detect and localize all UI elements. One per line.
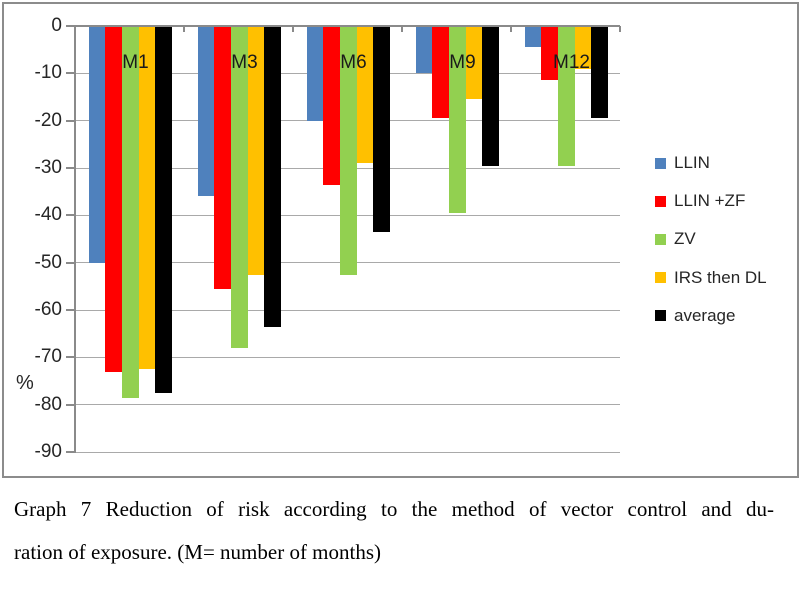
y-tick-label: -50 [34, 251, 62, 273]
chart-caption: Graph 7 Reduction of risk according to t… [14, 496, 774, 565]
category-label-m6: M6 [340, 52, 367, 73]
category-label-m3: M3 [231, 52, 258, 73]
bar-llin-m3 [197, 26, 215, 197]
legend-item-llin-zf: LLIN +ZF [655, 189, 745, 213]
bar-average-m3 [264, 26, 281, 327]
category-label-m1: M1 [122, 52, 149, 73]
category-boundary-tick [510, 26, 512, 32]
legend-swatch [655, 195, 666, 207]
y-axis-tick [66, 119, 75, 122]
y-axis-tick [66, 356, 75, 359]
bar-zv-m3 [230, 26, 248, 348]
bar-llin-zf-m12 [541, 26, 558, 81]
legend-item-irs-then-dl: IRS then DL [655, 266, 767, 290]
y-axis-tick [66, 72, 75, 75]
bar-llin-m6 [306, 26, 324, 121]
caption-line-1: Graph 7 Reduction of risk according to t… [14, 497, 774, 521]
category-boundary-tick [183, 26, 185, 32]
bar-irs-then-dl-m9 [465, 26, 483, 100]
y-tick-label: -60 [34, 299, 62, 320]
bar-llin-m1 [88, 26, 106, 263]
category-boundary-tick [619, 26, 621, 32]
legend-swatch [655, 233, 666, 245]
legend-item-llin: LLIN [655, 151, 710, 175]
x-axis-line [75, 25, 620, 27]
y-tick-label: -10 [34, 62, 62, 84]
legend-label: LLIN [674, 153, 710, 172]
legend-label: IRS then DL [674, 267, 767, 287]
y-axis-tick [66, 309, 75, 311]
bar-llin-zf-m1 [105, 26, 122, 372]
category-label-m12: M12 [553, 52, 590, 73]
category-boundary-tick [401, 26, 403, 32]
bar-average-m1 [155, 26, 172, 393]
category-label-m9: M9 [449, 52, 476, 73]
y-tick-label: -40 [34, 204, 62, 226]
bar-irs-then-dl-m6 [356, 26, 374, 164]
bar-average-m12 [591, 26, 608, 119]
bar-llin-m12 [524, 26, 542, 48]
y-axis-tick [66, 25, 75, 27]
legend-label: ZV [674, 229, 696, 249]
chart-frame: 0 -10 -20 -30 -40 -50 -60 -70 -80 -90 M1 M3 M6 M9 M12 [2, 2, 799, 478]
bar-average-m6 [373, 26, 390, 232]
bar-llin-m9 [415, 26, 433, 74]
bar-irs-then-dl-m12 [574, 26, 592, 69]
bar-irs-then-dl-m1 [138, 26, 156, 370]
gridline [75, 356, 620, 358]
bar-llin-zf-m9 [432, 26, 449, 119]
y-axis-tick [66, 451, 75, 453]
y-axis-title: % [16, 372, 34, 394]
bar-zv-m12 [557, 26, 575, 166]
bar-zv-m1 [121, 26, 139, 398]
legend-swatch [655, 272, 666, 284]
bar-zv-m6 [339, 26, 357, 275]
y-tick-label: -70 [34, 346, 62, 368]
y-axis-tick [66, 167, 75, 169]
y-tick-label: 0 [51, 15, 62, 36]
y-tick-label: -30 [34, 157, 62, 178]
y-axis-tick [66, 403, 75, 406]
gridline [75, 404, 620, 406]
legend-item-zv: ZV [655, 227, 696, 251]
y-tick-label: -90 [34, 441, 62, 462]
y-tick-label: -20 [34, 109, 62, 131]
gridline [75, 451, 620, 453]
bar-llin-zf-m6 [323, 26, 340, 185]
legend-label: LLIN +ZF [674, 191, 746, 211]
gridline [75, 309, 620, 311]
legend-label: average [674, 305, 736, 325]
plot-area: 0 -10 -20 -30 -40 -50 -60 -70 -80 -90 M1 M3 M6 M9 M12 [34, 15, 621, 462]
bar-zv-m9 [448, 26, 466, 213]
legend-item-average: average [655, 304, 735, 328]
bar-average-m9 [482, 26, 499, 166]
bar-llin-zf-m3 [214, 26, 231, 289]
legend-swatch [655, 310, 666, 322]
bar-irs-then-dl-m3 [247, 26, 265, 275]
y-tick-label: -80 [34, 393, 62, 415]
y-axis-tick [66, 261, 75, 264]
legend-swatch [655, 157, 666, 169]
caption-line-2: ration of exposure. (M= number of months… [14, 540, 382, 564]
category-boundary-tick [292, 26, 294, 32]
y-axis-tick [66, 214, 75, 217]
y-axis-line [74, 25, 76, 453]
